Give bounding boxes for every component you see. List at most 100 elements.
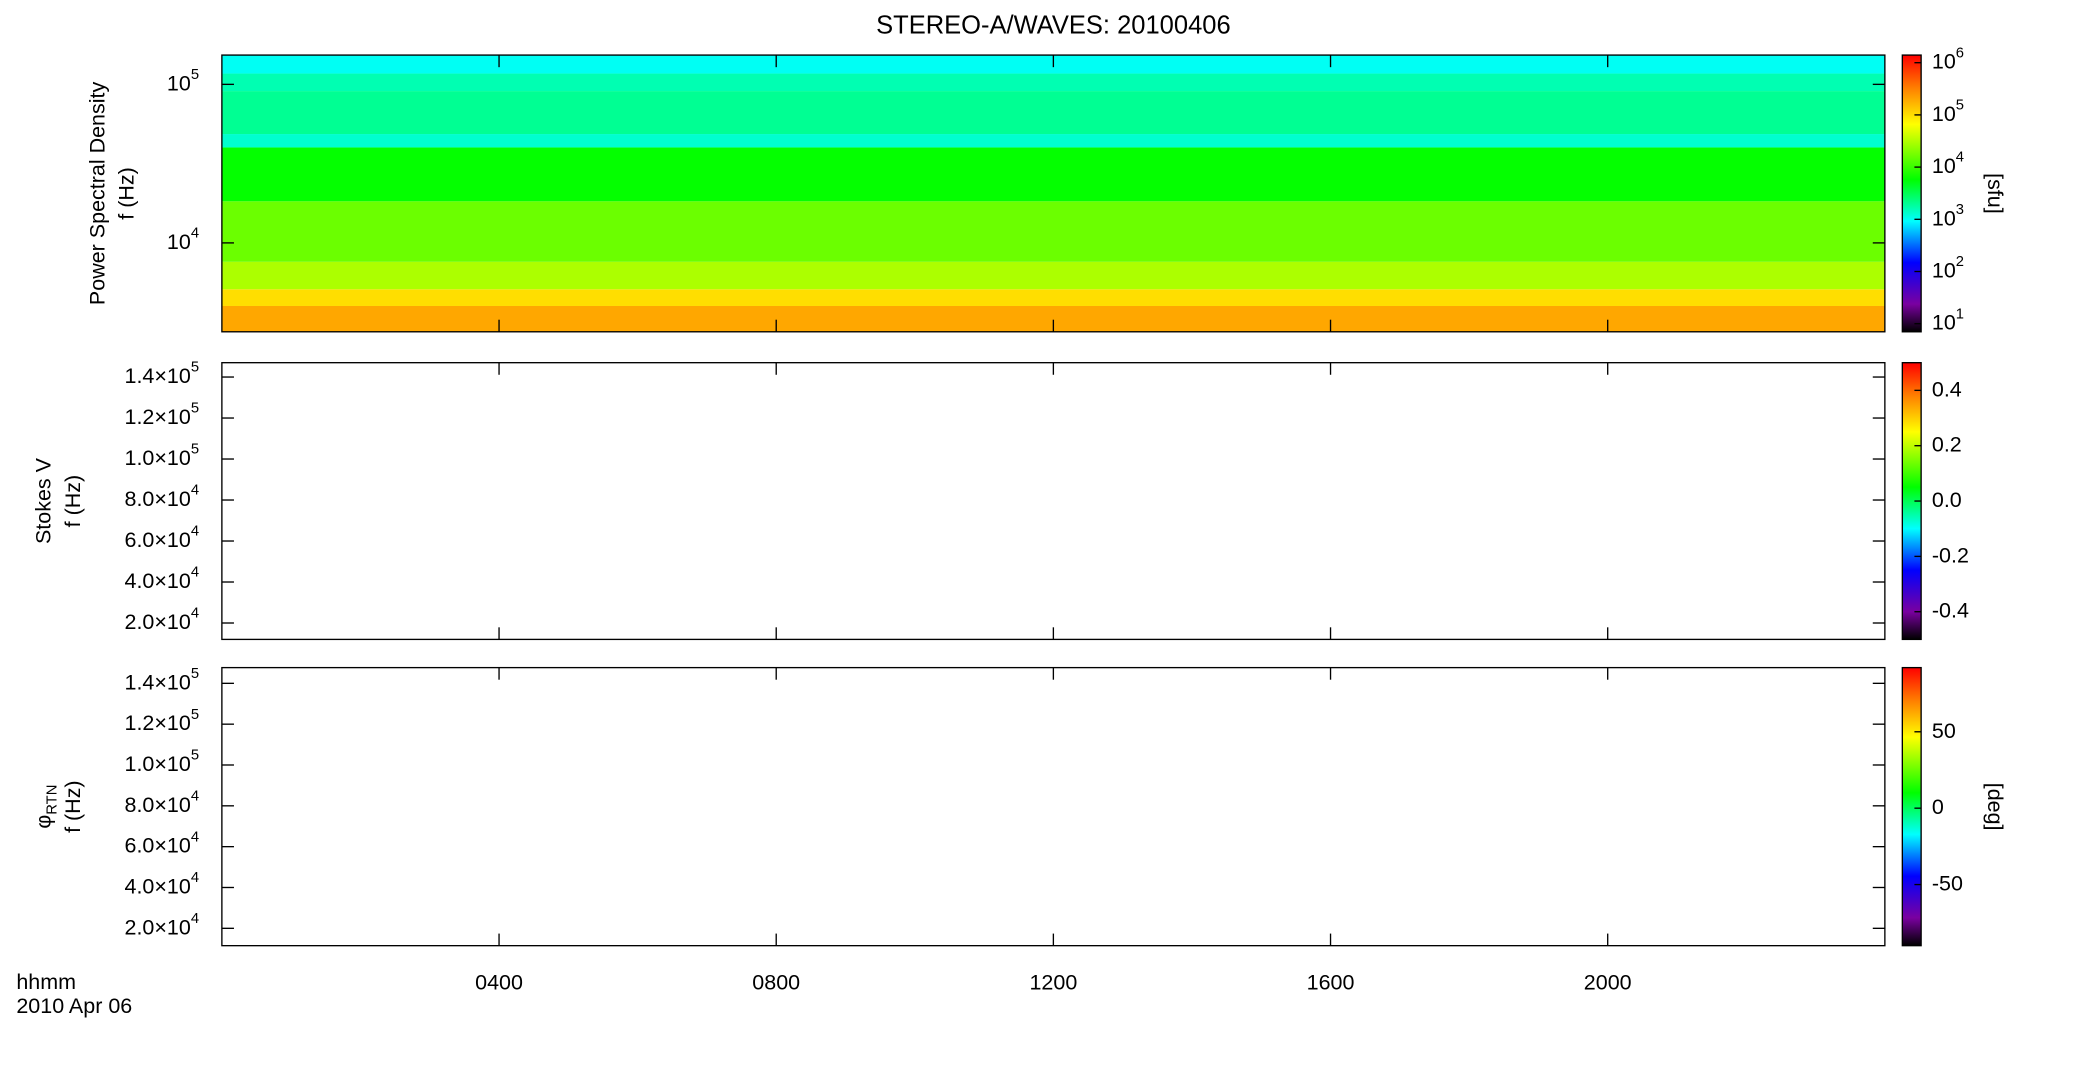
y-tick-label-exponent: 4 <box>191 225 199 241</box>
heatmap-cell <box>221 201 1885 262</box>
x-tick-label-base: 2000 <box>1584 970 1632 994</box>
x-tick-label: 2000 <box>1584 970 1632 994</box>
colorbar-tick-label: 50 <box>1932 718 1956 742</box>
y-tick-label-exponent: 4 <box>191 606 199 622</box>
y-tick-label: 8.0×104 <box>125 483 200 511</box>
colorbar-tick-label-base: 10 <box>1932 206 1956 230</box>
heatmap-cell <box>221 134 1885 148</box>
x-tick-label-base: 0400 <box>475 970 523 994</box>
heatmap-cell <box>221 73 1885 92</box>
y-tick-label: 2.0×104 <box>125 911 200 939</box>
y-tick-label: 6.0×104 <box>125 829 200 857</box>
colorbar-tick-label: 102 <box>1932 254 1964 282</box>
y-tick-label-base: 8.0×10 <box>125 792 191 816</box>
colorbar-tick-label: 101 <box>1932 306 1964 334</box>
x-tick-label: 1600 <box>1307 970 1355 994</box>
colorbar-tick-label-exponent: 4 <box>1956 150 1964 166</box>
colorbar-label: [sfu] <box>1983 173 2007 214</box>
colorbar-tick-label-base: 10 <box>1932 310 1956 334</box>
y-axis-label: φRTN <box>31 785 60 829</box>
colorbar-tick-label: 0.0 <box>1932 488 1962 512</box>
y-tick-label-exponent: 4 <box>191 788 199 804</box>
colorbar-tick-label-base: 0.0 <box>1932 488 1962 512</box>
colorbar-tick-label-base: -0.4 <box>1932 598 1969 622</box>
colorbar-tick-label-exponent: 3 <box>1956 202 1964 218</box>
x-tick-label: 0800 <box>752 970 800 994</box>
colorbar-tick-label: -50 <box>1932 871 1963 895</box>
y-axis-label-main: Power Spectral Density <box>85 82 109 306</box>
colorbar-tick-label: 0.2 <box>1932 432 1962 456</box>
y-tick-label-exponent: 5 <box>191 67 199 83</box>
colorbar-tick-label-base: 10 <box>1932 154 1956 178</box>
y-tick-label: 4.0×104 <box>125 565 200 593</box>
x-tick-label: 1200 <box>1029 970 1077 994</box>
colorbar-tick-label-base: 0 <box>1932 795 1944 819</box>
y-axis-label: f (Hz) <box>61 475 85 528</box>
x-axis-sublabel: 2010 Apr 06 <box>16 994 132 1018</box>
y-tick-label: 6.0×104 <box>125 524 200 552</box>
y-tick-label-exponent: 4 <box>191 829 199 845</box>
colorbar-tick-label: 103 <box>1932 202 1964 230</box>
y-tick-label-exponent: 5 <box>191 666 199 682</box>
y-tick-label-base: 1.0×10 <box>125 446 191 470</box>
colorbar-tick-label-base: 0.2 <box>1932 432 1962 456</box>
y-tick-label-base: 1.2×10 <box>125 711 191 735</box>
heatmap-cell <box>221 261 1885 290</box>
y-tick-label-base: 6.0×10 <box>125 833 191 857</box>
y-tick-label-exponent: 4 <box>191 524 199 540</box>
y-tick-label: 4.0×104 <box>125 870 200 898</box>
colorbar-tick-label: 105 <box>1932 97 1964 125</box>
x-tick-label-base: 1200 <box>1029 970 1077 994</box>
y-tick-label-base: 4.0×10 <box>125 569 191 593</box>
y-tick-label-base: 1.4×10 <box>125 364 191 388</box>
y-tick-label-exponent: 5 <box>191 442 199 458</box>
y-tick-label: 1.2×105 <box>125 401 200 429</box>
colorbar-tick-label: -0.2 <box>1932 543 1969 567</box>
y-tick-label-base: 6.0×10 <box>125 528 191 552</box>
colorbar-tick-label-base: 0.4 <box>1932 377 1962 401</box>
y-tick-label-exponent: 5 <box>191 360 199 376</box>
y-tick-label-exponent: 4 <box>191 565 199 581</box>
colorbar-tick-label-base: 10 <box>1932 49 1956 73</box>
y-tick-label-exponent: 4 <box>191 483 199 499</box>
y-tick-label-base: 2.0×10 <box>125 610 191 634</box>
y-axis-label: f (Hz) <box>115 167 139 220</box>
y-axis-label: Power Spectral Density <box>85 82 109 306</box>
y-axis-label-main: Stokes V <box>31 457 55 544</box>
heatmap-cell <box>221 147 1885 202</box>
colorbar-tick-label: 104 <box>1932 150 1964 178</box>
colorbar-tick-label-base: -50 <box>1932 871 1963 895</box>
colorbar-label: [deg] <box>1983 783 2007 831</box>
y-tick-label-exponent: 4 <box>191 911 199 927</box>
y-axis-label-main: φ <box>31 815 55 829</box>
y-tick-label-base: 10 <box>167 230 191 254</box>
heatmap-cell <box>221 289 1885 306</box>
y-tick-label-base: 4.0×10 <box>125 874 191 898</box>
y-tick-label: 1.4×105 <box>125 360 200 388</box>
x-tick-label-base: 1600 <box>1307 970 1355 994</box>
colorbar-tick-label-exponent: 1 <box>1956 306 1964 322</box>
y-tick-label-base: 1.2×10 <box>125 405 191 429</box>
y-tick-label: 104 <box>167 225 199 253</box>
y-tick-label-exponent: 5 <box>191 707 199 723</box>
y-tick-label: 1.0×105 <box>125 747 200 775</box>
x-tick-label-base: 0800 <box>752 970 800 994</box>
colorbar-tick-label-base: 10 <box>1932 102 1956 126</box>
y-tick-label-base: 1.4×10 <box>125 670 191 694</box>
y-tick-label-exponent: 4 <box>191 870 199 886</box>
y-tick-label: 1.2×105 <box>125 707 200 735</box>
x-tick-label: 0400 <box>475 970 523 994</box>
chart-title: STEREO-A/WAVES: 20100406 <box>876 12 1231 40</box>
colorbar <box>1901 54 1922 333</box>
plot-frame <box>221 666 1886 947</box>
y-axis-label: f (Hz) <box>61 780 85 833</box>
y-tick-label: 105 <box>167 67 199 95</box>
x-axis-label: hhmm <box>16 970 76 994</box>
y-tick-label-exponent: 5 <box>191 401 199 417</box>
y-tick-label-base: 1.0×10 <box>125 752 191 776</box>
y-tick-label: 1.0×105 <box>125 442 200 470</box>
colorbar-tick-label-exponent: 2 <box>1956 254 1964 270</box>
colorbar <box>1901 666 1922 947</box>
